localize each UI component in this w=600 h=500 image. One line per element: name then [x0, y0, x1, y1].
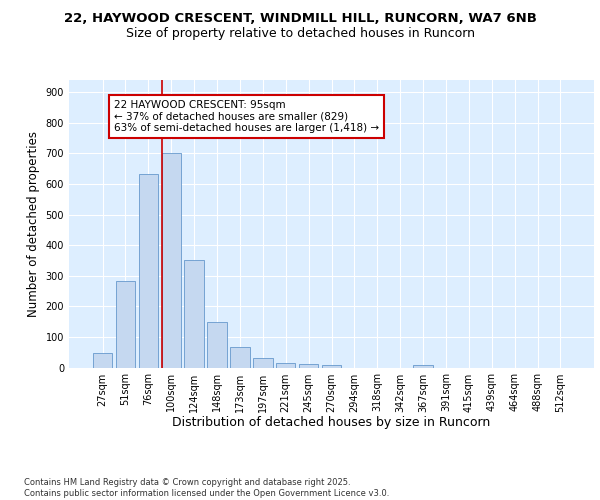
Bar [139, 174, 158, 368]
Text: 22 HAYWOOD CRESCENT: 95sqm
← 37% of detached houses are smaller (829)
63% of sem: 22 HAYWOOD CRESCENT: 95sqm ← 37% of deta… [114, 100, 379, 133]
Y-axis label: Number of detached properties: Number of detached properties [27, 130, 40, 317]
Bar [93, 353, 112, 368]
Text: Size of property relative to detached houses in Runcorn: Size of property relative to detached ho… [125, 28, 475, 40]
Bar [184, 260, 204, 368]
Bar [116, 281, 135, 368]
X-axis label: Distribution of detached houses by size in Runcorn: Distribution of detached houses by size … [172, 416, 491, 429]
Bar [230, 346, 250, 368]
Bar [413, 365, 433, 368]
Bar [208, 322, 227, 368]
Text: Contains HM Land Registry data © Crown copyright and database right 2025.
Contai: Contains HM Land Registry data © Crown c… [24, 478, 389, 498]
Bar [276, 363, 295, 368]
Bar [253, 358, 272, 368]
Bar [322, 365, 341, 368]
Bar [161, 154, 181, 368]
Text: 22, HAYWOOD CRESCENT, WINDMILL HILL, RUNCORN, WA7 6NB: 22, HAYWOOD CRESCENT, WINDMILL HILL, RUN… [64, 12, 536, 26]
Bar [299, 364, 319, 368]
